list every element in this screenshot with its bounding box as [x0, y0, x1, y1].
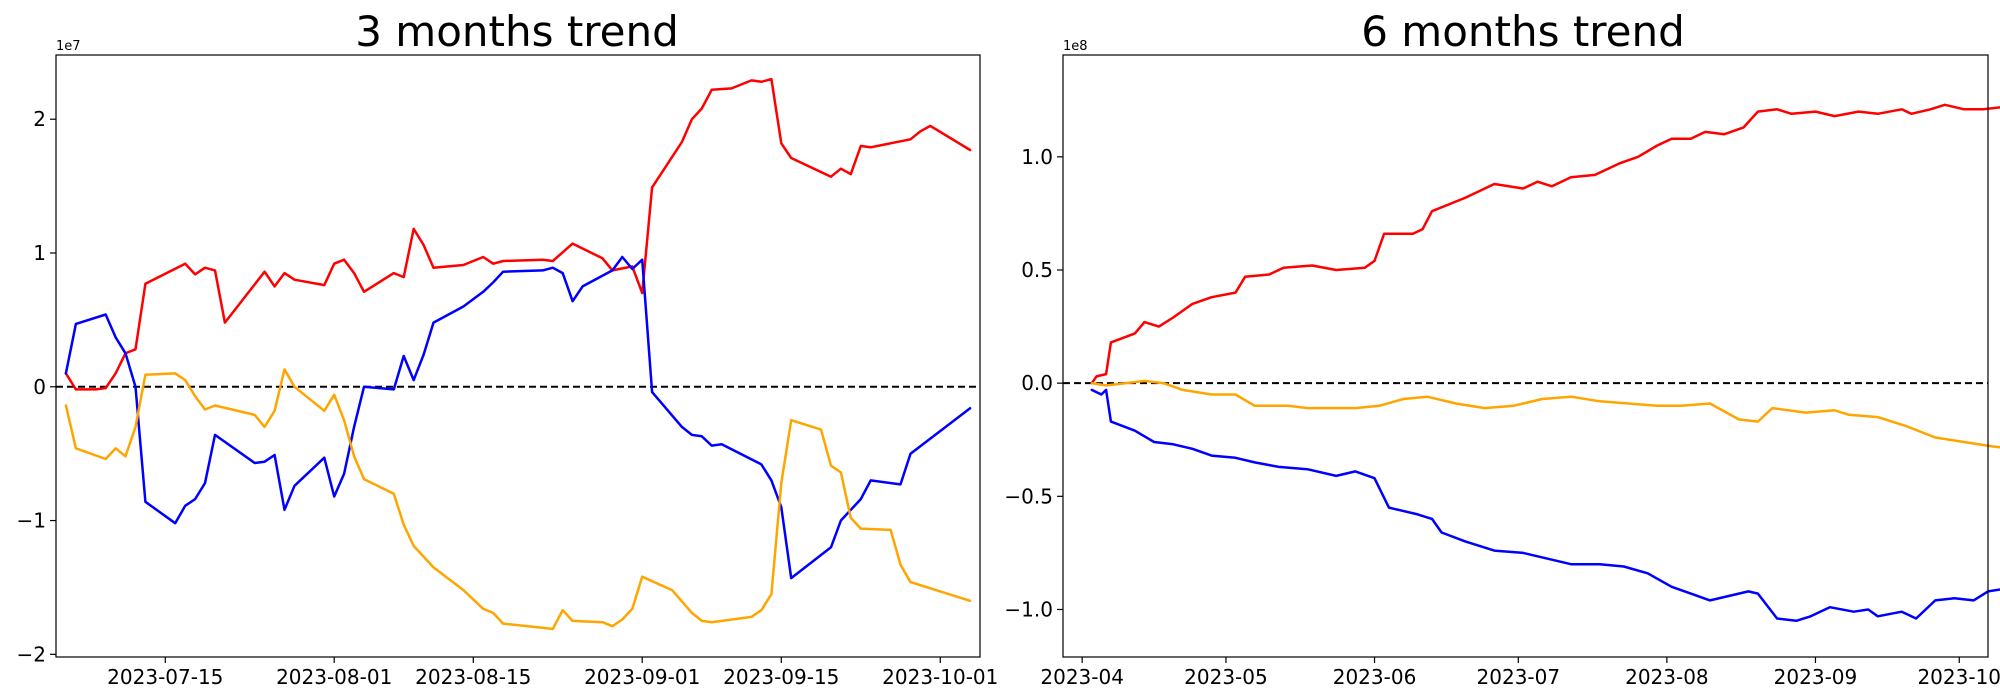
series-line-blue	[64, 255, 972, 580]
y-axis-multiplier: 1e7	[56, 39, 81, 54]
plot-frame	[55, 54, 981, 658]
chart-title: 6 months trend	[1361, 7, 1685, 56]
x-tick-label: 2023-09-15	[723, 665, 839, 689]
plot-frame	[1062, 54, 1989, 658]
x-tick-label: 2023-08	[1625, 665, 1709, 689]
x-tick-label: 2023-07	[1477, 665, 1561, 689]
x-tick-label: 2023-10	[1917, 665, 2000, 689]
y-tick-label: 0.5	[1021, 258, 1053, 282]
series-line-orange	[64, 368, 972, 631]
x-tick-label: 2023-10-01	[882, 665, 998, 689]
x-tick-label: 2023-09	[1774, 665, 1858, 689]
x-tick-label: 2023-08-01	[276, 665, 392, 689]
y-tick-label: −0.5	[1004, 484, 1053, 508]
x-tick-label: 2023-06	[1333, 665, 1417, 689]
x-axis-ticks: 2023-07-15 2023-08-01 2023-08-15 2023-09-01…	[107, 657, 998, 689]
series-line-red	[64, 77, 972, 391]
x-tick-label: 2023-04	[1040, 665, 1124, 689]
y-axis-multiplier: 1e8	[1063, 39, 1088, 54]
chart-title: 3 months trend	[355, 7, 679, 56]
x-tick-label: 2023-05	[1184, 665, 1268, 689]
series-line-blue	[1090, 388, 2000, 623]
x-axis-ticks: 2023-04 2023-05 2023-06 2023-07 2023-08 2023-…	[1040, 657, 2000, 689]
y-tick-label: −1.0	[1004, 597, 1053, 621]
y-tick-label: 2	[33, 107, 46, 131]
x-tick-label: 2023-09-01	[584, 665, 700, 689]
series-lines	[1090, 103, 2000, 623]
x-tick-label: 2023-08-15	[415, 665, 531, 689]
y-axis-ticks: −2 −1 0 1 2	[17, 107, 56, 666]
x-tick-label: 2023-07-15	[107, 665, 223, 689]
y-tick-label: 0.0	[1021, 371, 1053, 395]
series-line-orange	[1090, 379, 2000, 449]
y-tick-label: 1.0	[1021, 145, 1053, 169]
y-tick-label: −1	[17, 509, 46, 533]
y-tick-label: −2	[17, 642, 46, 666]
series-lines	[64, 77, 972, 631]
series-line-red	[1090, 103, 2000, 385]
y-tick-label: 1	[33, 241, 46, 265]
y-axis-ticks: −1.0 −0.5 0.0 0.5 1.0	[1004, 145, 1063, 621]
y-tick-label: 0	[33, 375, 46, 399]
chart-6-months-trend: 6 months trend 1e8 −1.0 −0.5 0.0 0.5 1.0 202…	[1004, 7, 2000, 689]
